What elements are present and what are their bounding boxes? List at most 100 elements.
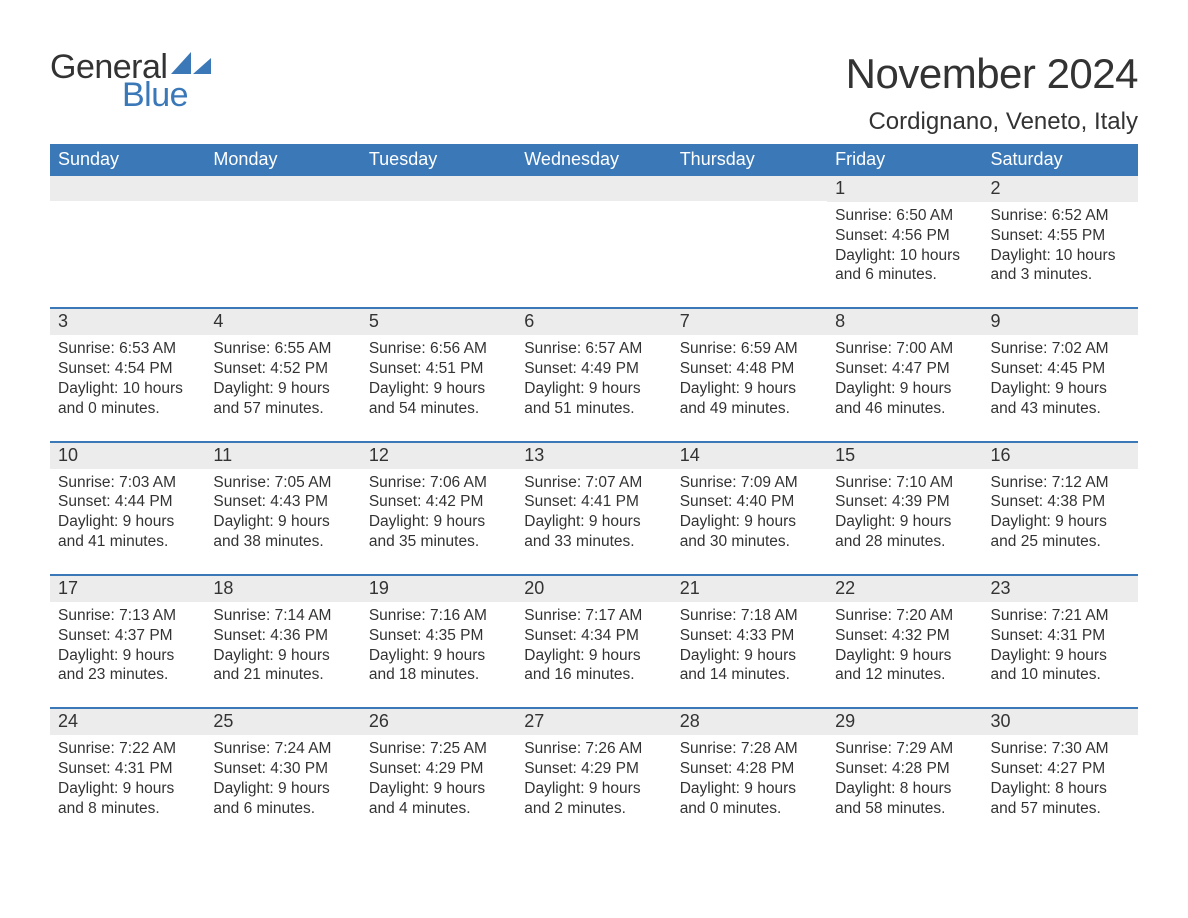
day-body: Sunrise: 6:53 AMSunset: 4:54 PMDaylight:…: [50, 335, 205, 422]
day-number: 24: [50, 709, 205, 735]
day-number: 15: [827, 443, 982, 469]
daylight-line-1: Daylight: 9 hours: [58, 779, 197, 799]
day-body: Sunrise: 7:21 AMSunset: 4:31 PMDaylight:…: [983, 602, 1138, 689]
day-body: Sunrise: 6:59 AMSunset: 4:48 PMDaylight:…: [672, 335, 827, 422]
day-cell: [672, 176, 827, 289]
daylight-line-2: and 0 minutes.: [58, 399, 197, 419]
daylight-line-2: and 57 minutes.: [213, 399, 352, 419]
day-number: [50, 176, 205, 201]
day-number: 20: [516, 576, 671, 602]
day-number: 11: [205, 443, 360, 469]
daylight-line-1: Daylight: 9 hours: [369, 379, 508, 399]
day-cell: 25Sunrise: 7:24 AMSunset: 4:30 PMDayligh…: [205, 709, 360, 822]
day-cell: 5Sunrise: 6:56 AMSunset: 4:51 PMDaylight…: [361, 309, 516, 422]
day-number: 16: [983, 443, 1138, 469]
day-number: 26: [361, 709, 516, 735]
day-number: 3: [50, 309, 205, 335]
day-cell: 1Sunrise: 6:50 AMSunset: 4:56 PMDaylight…: [827, 176, 982, 289]
daylight-line-2: and 35 minutes.: [369, 532, 508, 552]
sunrise-line: Sunrise: 7:16 AM: [369, 606, 508, 626]
daylight-line-1: Daylight: 9 hours: [835, 646, 974, 666]
daylight-line-1: Daylight: 9 hours: [213, 646, 352, 666]
sunset-line: Sunset: 4:30 PM: [213, 759, 352, 779]
daylight-line-2: and 6 minutes.: [213, 799, 352, 819]
daylight-line-2: and 12 minutes.: [835, 665, 974, 685]
day-cell: 24Sunrise: 7:22 AMSunset: 4:31 PMDayligh…: [50, 709, 205, 822]
day-cell: 29Sunrise: 7:29 AMSunset: 4:28 PMDayligh…: [827, 709, 982, 822]
daylight-line-2: and 58 minutes.: [835, 799, 974, 819]
day-body: Sunrise: 7:18 AMSunset: 4:33 PMDaylight:…: [672, 602, 827, 689]
day-cell: 23Sunrise: 7:21 AMSunset: 4:31 PMDayligh…: [983, 576, 1138, 689]
daylight-line-1: Daylight: 8 hours: [835, 779, 974, 799]
day-cell: 17Sunrise: 7:13 AMSunset: 4:37 PMDayligh…: [50, 576, 205, 689]
daylight-line-1: Daylight: 9 hours: [680, 512, 819, 532]
day-number: 12: [361, 443, 516, 469]
daylight-line-1: Daylight: 9 hours: [524, 646, 663, 666]
day-number: 13: [516, 443, 671, 469]
day-body: Sunrise: 6:52 AMSunset: 4:55 PMDaylight:…: [983, 202, 1138, 289]
daylight-line-2: and 8 minutes.: [58, 799, 197, 819]
daylight-line-1: Daylight: 9 hours: [58, 512, 197, 532]
sunset-line: Sunset: 4:28 PM: [835, 759, 974, 779]
day-body: Sunrise: 7:22 AMSunset: 4:31 PMDaylight:…: [50, 735, 205, 822]
day-cell: 3Sunrise: 6:53 AMSunset: 4:54 PMDaylight…: [50, 309, 205, 422]
day-cell: 9Sunrise: 7:02 AMSunset: 4:45 PMDaylight…: [983, 309, 1138, 422]
sunset-line: Sunset: 4:47 PM: [835, 359, 974, 379]
sunrise-line: Sunrise: 7:03 AM: [58, 473, 197, 493]
dow-thursday: Thursday: [672, 144, 827, 176]
sunset-line: Sunset: 4:56 PM: [835, 226, 974, 246]
daylight-line-2: and 23 minutes.: [58, 665, 197, 685]
dow-header-row: Sunday Monday Tuesday Wednesday Thursday…: [50, 144, 1138, 176]
day-cell: 19Sunrise: 7:16 AMSunset: 4:35 PMDayligh…: [361, 576, 516, 689]
day-cell: 15Sunrise: 7:10 AMSunset: 4:39 PMDayligh…: [827, 443, 982, 556]
sunset-line: Sunset: 4:48 PM: [680, 359, 819, 379]
sunset-line: Sunset: 4:35 PM: [369, 626, 508, 646]
dow-tuesday: Tuesday: [361, 144, 516, 176]
day-number: 18: [205, 576, 360, 602]
dow-wednesday: Wednesday: [516, 144, 671, 176]
day-body: Sunrise: 7:28 AMSunset: 4:28 PMDaylight:…: [672, 735, 827, 822]
sunset-line: Sunset: 4:37 PM: [58, 626, 197, 646]
day-body: Sunrise: 7:10 AMSunset: 4:39 PMDaylight:…: [827, 469, 982, 556]
day-body: Sunrise: 7:30 AMSunset: 4:27 PMDaylight:…: [983, 735, 1138, 822]
daylight-line-2: and 2 minutes.: [524, 799, 663, 819]
daylight-line-2: and 38 minutes.: [213, 532, 352, 552]
sunset-line: Sunset: 4:54 PM: [58, 359, 197, 379]
daylight-line-1: Daylight: 9 hours: [835, 512, 974, 532]
daylight-line-1: Daylight: 10 hours: [835, 246, 974, 266]
day-cell: [50, 176, 205, 289]
day-cell: 16Sunrise: 7:12 AMSunset: 4:38 PMDayligh…: [983, 443, 1138, 556]
logo-text-blue: Blue: [122, 78, 211, 112]
day-number: 21: [672, 576, 827, 602]
sunset-line: Sunset: 4:36 PM: [213, 626, 352, 646]
daylight-line-2: and 28 minutes.: [835, 532, 974, 552]
daylight-line-1: Daylight: 9 hours: [524, 779, 663, 799]
daylight-line-1: Daylight: 9 hours: [991, 512, 1130, 532]
weeks-container: 1Sunrise: 6:50 AMSunset: 4:56 PMDaylight…: [50, 176, 1138, 823]
daylight-line-1: Daylight: 9 hours: [213, 512, 352, 532]
sunset-line: Sunset: 4:55 PM: [991, 226, 1130, 246]
month-title: November 2024: [846, 50, 1138, 98]
day-number: 25: [205, 709, 360, 735]
sunset-line: Sunset: 4:49 PM: [524, 359, 663, 379]
day-number: 23: [983, 576, 1138, 602]
day-cell: 22Sunrise: 7:20 AMSunset: 4:32 PMDayligh…: [827, 576, 982, 689]
location: Cordignano, Veneto, Italy: [846, 108, 1138, 136]
dow-sunday: Sunday: [50, 144, 205, 176]
logo-triangle-icon: [171, 52, 211, 78]
daylight-line-1: Daylight: 10 hours: [58, 379, 197, 399]
day-cell: 7Sunrise: 6:59 AMSunset: 4:48 PMDaylight…: [672, 309, 827, 422]
day-body: Sunrise: 6:55 AMSunset: 4:52 PMDaylight:…: [205, 335, 360, 422]
sunrise-line: Sunrise: 7:10 AM: [835, 473, 974, 493]
day-number: [205, 176, 360, 201]
daylight-line-1: Daylight: 9 hours: [524, 379, 663, 399]
day-number: 8: [827, 309, 982, 335]
sunrise-line: Sunrise: 7:28 AM: [680, 739, 819, 759]
day-number: 14: [672, 443, 827, 469]
dow-saturday: Saturday: [983, 144, 1138, 176]
dow-friday: Friday: [827, 144, 982, 176]
week-row: 10Sunrise: 7:03 AMSunset: 4:44 PMDayligh…: [50, 441, 1138, 556]
day-cell: 14Sunrise: 7:09 AMSunset: 4:40 PMDayligh…: [672, 443, 827, 556]
daylight-line-2: and 16 minutes.: [524, 665, 663, 685]
sunset-line: Sunset: 4:27 PM: [991, 759, 1130, 779]
